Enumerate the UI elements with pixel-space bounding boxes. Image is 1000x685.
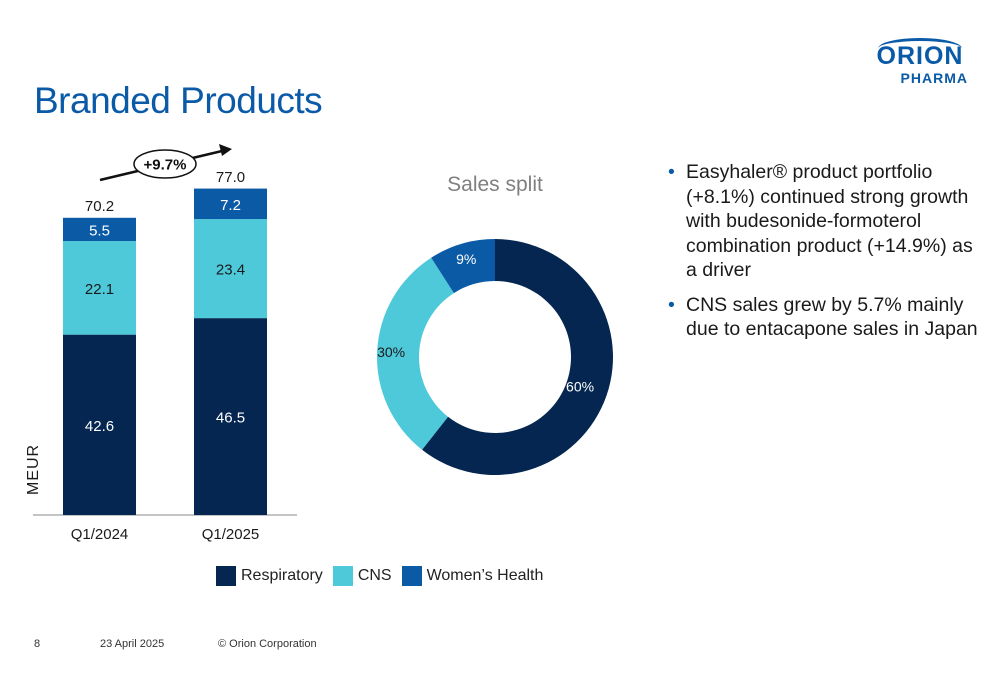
bar-total-label: 77.0	[216, 169, 245, 186]
logo-text-orion: ORION	[876, 42, 964, 70]
growth-badge	[133, 149, 197, 179]
chart-legend: Respiratory CNS Women’s Health	[216, 566, 547, 586]
bar-segment-cns	[194, 219, 267, 319]
bar-value-label: 42.6	[85, 418, 114, 435]
bullet-dot-icon: •	[668, 161, 675, 183]
bar-segment-respiratory	[194, 318, 267, 515]
footer-page-number: 8	[34, 638, 41, 650]
stacked-bar-chart: 42.6 22.1 5.5 70.2 Q1/2024 46.5 23.4 7.2 77.0 Q1/…	[25, 144, 297, 543]
growth-arrow-head-icon	[219, 144, 232, 156]
legend-swatch-cns	[332, 566, 353, 586]
donut-slice-cns	[377, 257, 454, 450]
legend-item-cns: CNS	[332, 566, 392, 586]
logo-arc	[878, 38, 962, 59]
legend-label-respiratory: Respiratory	[241, 567, 323, 584]
bar-value-label: 7.2	[220, 197, 241, 214]
donut-slice-women-s-health	[431, 239, 495, 294]
donut-slice-respiratory	[422, 239, 613, 475]
bar-segment-cns	[63, 241, 136, 335]
legend-swatch-respiratory	[216, 566, 236, 586]
logo-text-pharma: PHARMA	[900, 70, 968, 86]
bar-segment-women-s-health	[194, 188, 267, 220]
bar-segment-respiratory	[63, 334, 136, 515]
bar-value-label: 5.5	[89, 222, 110, 239]
footer-copyright: © Orion Corporation	[218, 638, 317, 650]
legend-item-womens-health: Women’s Health	[401, 566, 544, 586]
y-axis-label: MEUR	[25, 444, 42, 495]
bullet-dot-icon: •	[668, 293, 675, 316]
bullet-item: • Easyhaler® product portfolio (+8.1%) c…	[668, 160, 978, 283]
donut-slice-label: 30%	[377, 344, 405, 360]
donut-title: Sales split	[447, 173, 543, 196]
growth-label: +9.7%	[144, 157, 187, 174]
bullet-item: • CNS sales grew by 5.7% mainly due to e…	[668, 293, 978, 342]
page-title: Branded Products	[34, 80, 323, 121]
footer-date: 23 April 2025	[100, 638, 165, 650]
orion-pharma-logo: ORION PHARMA	[872, 38, 972, 88]
bullet-text: CNS sales grew by 5.7% mainly due to ent…	[686, 293, 978, 341]
bar-value-label: 23.4	[216, 262, 245, 279]
bar-segment-women-s-health	[63, 217, 136, 242]
bar-value-label: 46.5	[216, 410, 245, 427]
legend-label-womens-health: Women’s Health	[426, 567, 544, 584]
donut-slice-label: 60%	[566, 378, 594, 394]
legend-label-cns: CNS	[357, 567, 392, 584]
bar-total-label: 70.2	[85, 198, 114, 215]
x-tick-label: Q1/2024	[71, 526, 129, 543]
legend-item-respiratory: Respiratory	[216, 566, 323, 586]
bullet-list: • Easyhaler® product portfolio (+8.1%) c…	[668, 160, 978, 352]
bullet-text: Easyhaler® product portfolio (+8.1%) con…	[686, 161, 973, 281]
bar-value-label: 22.1	[85, 281, 114, 298]
donut-slice-label: 9%	[456, 251, 476, 267]
x-tick-label: Q1/2025	[202, 526, 260, 543]
legend-swatch-womens-health	[401, 566, 422, 586]
sales-split-donut-chart: Sales split 60% 30% 9%	[377, 173, 613, 475]
